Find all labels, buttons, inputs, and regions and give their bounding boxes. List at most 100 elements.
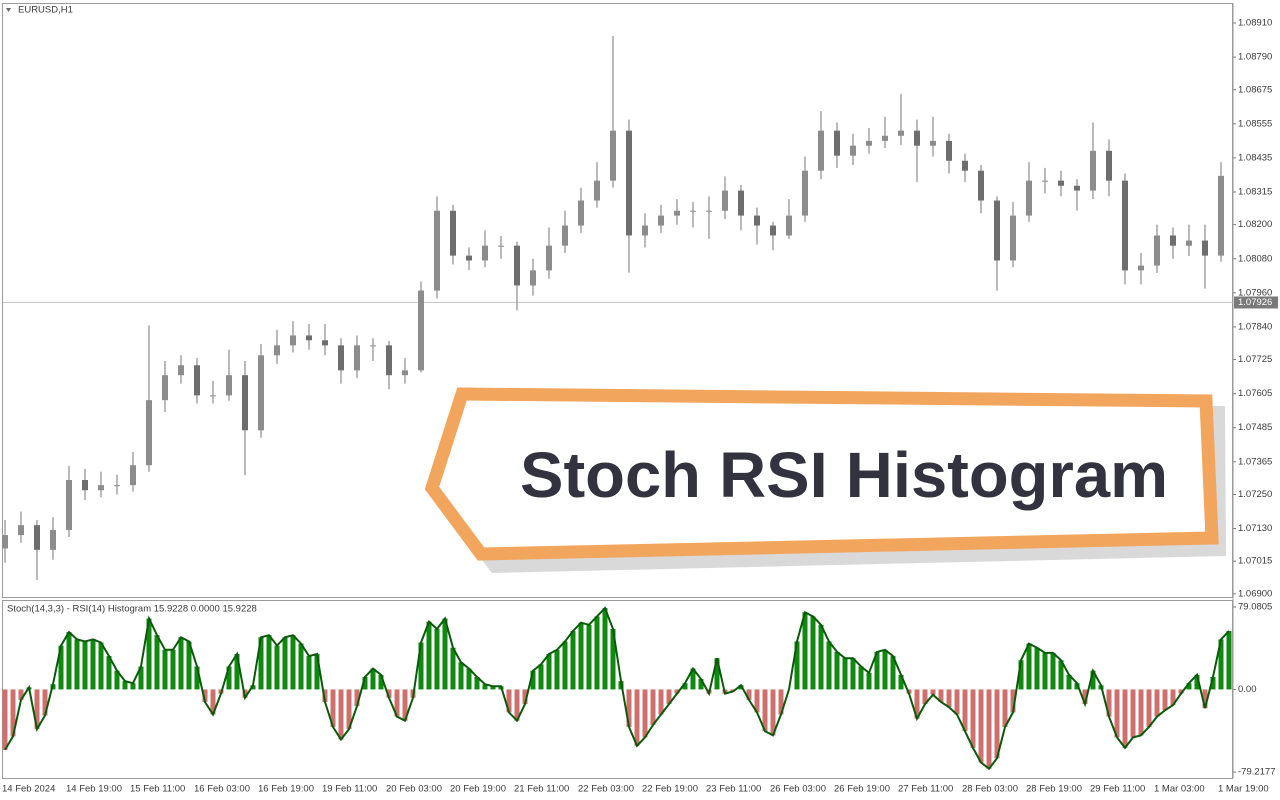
x-tick-label: 29 Feb 11:00: [1090, 784, 1145, 795]
candle-body: [178, 365, 184, 376]
x-tick-label: 23 Feb 11:00: [706, 784, 761, 795]
histogram-bar: [330, 689, 336, 727]
histogram-bar: [74, 639, 80, 690]
histogram-bar: [522, 689, 528, 705]
candle-body: [850, 145, 856, 156]
histogram-bar: [610, 628, 616, 690]
y-tick-label: 79.0805: [1238, 601, 1272, 612]
histogram-bar: [66, 632, 72, 690]
histogram-bar: [1186, 683, 1192, 690]
candle-body: [82, 479, 88, 491]
candle-body: [834, 130, 840, 156]
x-tick-label: 14 Feb 2024: [2, 784, 55, 795]
candle-body: [1170, 235, 1176, 246]
y-tick-label: -79.2177: [1238, 767, 1276, 778]
histogram-bar: [1090, 670, 1096, 690]
y-tick-label: 1.08675: [1238, 84, 1272, 95]
histogram-bar: [1218, 639, 1224, 690]
x-tick-label: 28 Feb 19:00: [1026, 784, 1082, 795]
x-tick-label: 1 Mar 03:00: [1154, 784, 1205, 795]
histogram-bar: [1026, 643, 1032, 690]
histogram-bar: [1202, 689, 1208, 709]
candle-body: [386, 345, 392, 376]
candle-body: [18, 525, 24, 536]
y-tick-label: 1.07605: [1238, 388, 1272, 399]
histogram-bar: [394, 689, 400, 717]
histogram-bar: [978, 689, 984, 763]
histogram-bar: [826, 641, 832, 690]
candle-body: [1106, 150, 1112, 181]
histogram-bar: [2, 689, 8, 750]
histogram-bar: [962, 689, 968, 732]
histogram-bar: [1194, 674, 1200, 690]
histogram-bar: [810, 616, 816, 690]
histogram-bar: [1074, 683, 1080, 690]
histogram-bar: [938, 689, 944, 702]
candle-body: [450, 210, 456, 256]
candle-body: [466, 255, 472, 261]
histogram-bar: [530, 670, 536, 690]
histogram-bar: [490, 686, 496, 690]
histogram-bar: [106, 656, 112, 690]
candle-body: [754, 215, 760, 226]
candle-body: [50, 529, 56, 550]
histogram-bar: [370, 668, 376, 690]
histogram-bar: [34, 689, 40, 730]
histogram-bar: [186, 641, 192, 690]
histogram-bar: [82, 641, 88, 690]
x-tick-label: 16 Feb 03:00: [194, 784, 250, 795]
x-tick-label: 15 Feb 11:00: [130, 784, 185, 795]
histogram-bar: [1010, 689, 1016, 713]
candle-body: [34, 525, 40, 550]
y-tick-label: 1.08555: [1238, 118, 1272, 129]
histogram-bar: [714, 658, 720, 690]
histogram-bar: [338, 689, 344, 740]
candle-body: [1074, 185, 1080, 191]
histogram-bar: [314, 653, 320, 690]
histogram-bar: [442, 618, 448, 690]
histogram-bar: [850, 658, 856, 690]
candle-body: [1058, 180, 1064, 186]
candle-body: [898, 130, 904, 136]
histogram-bar: [658, 689, 664, 715]
x-tick-label: 1 Mar 19:00: [1218, 784, 1269, 795]
histogram-bar: [994, 689, 1000, 759]
histogram-bar: [986, 689, 992, 769]
candle-body: [418, 290, 424, 371]
y-tick-label: 1.06900: [1238, 588, 1272, 599]
histogram-bar: [1170, 689, 1176, 706]
candle-body: [274, 345, 280, 356]
candle-body: [1154, 235, 1160, 266]
x-tick-label: 14 Feb 19:00: [66, 784, 122, 795]
histogram-bar: [194, 666, 200, 690]
y-tick-label: 1.07960: [1238, 287, 1272, 298]
x-tick-label: 26 Feb 19:00: [834, 784, 890, 795]
candle-body: [706, 210, 712, 212]
histogram-bar: [1082, 689, 1088, 705]
histogram-bar: [874, 651, 880, 690]
histogram-bar: [514, 689, 520, 721]
histogram-bar: [1130, 689, 1136, 738]
histogram-bar: [418, 642, 424, 690]
candle-body: [610, 130, 616, 181]
candle-body: [770, 225, 776, 236]
candle-body: [434, 210, 440, 291]
candle-body: [130, 465, 136, 486]
histogram-bar: [954, 689, 960, 715]
histogram-bar: [1058, 660, 1064, 690]
candle-body: [370, 345, 376, 347]
x-tick-label: 16 Feb 19:00: [258, 784, 314, 795]
histogram-bar: [1066, 674, 1072, 690]
y-tick-label: 1.07130: [1238, 523, 1272, 534]
histogram-bar: [98, 642, 104, 690]
histogram-bar: [1146, 689, 1152, 727]
histogram-bar: [794, 641, 800, 690]
histogram-bar: [154, 635, 160, 690]
candle-body: [818, 130, 824, 171]
histogram-bar: [762, 689, 768, 732]
histogram-bar: [354, 689, 360, 707]
candle-body: [226, 375, 232, 396]
histogram-bar: [202, 689, 208, 702]
candle-body: [866, 140, 872, 146]
